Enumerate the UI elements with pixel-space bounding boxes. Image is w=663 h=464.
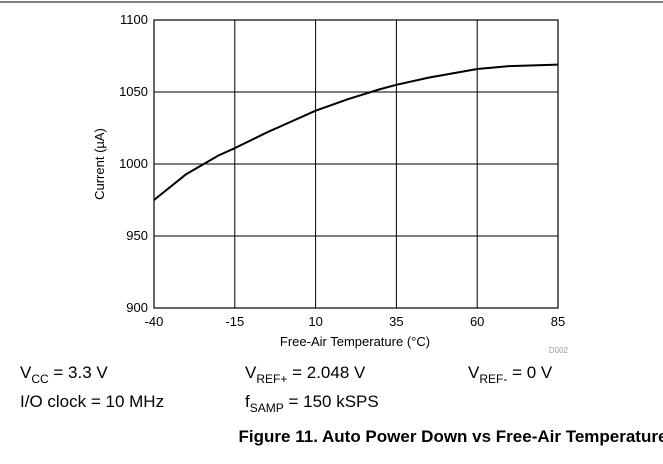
condition-main: V	[245, 363, 257, 382]
x-tick-label: 60	[470, 314, 484, 329]
figure-code: D002	[549, 346, 569, 355]
line-series	[153, 63, 559, 201]
caption: Figure 11. Auto Power Down vs Free-Air T…	[239, 427, 663, 446]
x-axis-label: Free-Air Temperature (°C)	[280, 334, 430, 349]
condition-sub: REF-	[479, 372, 507, 386]
y-tick-label: 900	[126, 300, 148, 315]
condition: VREF- = 0 V	[468, 363, 553, 386]
condition-main: f	[245, 392, 250, 411]
condition-rest: = 2.048 V	[287, 363, 366, 382]
x-tick-label: -15	[225, 314, 244, 329]
condition-rest: = 0 V	[507, 363, 553, 382]
condition-main: I/O clock = 10 MHz	[20, 392, 164, 411]
condition-main: V	[468, 363, 480, 382]
condition: fSAMP = 150 kSPS	[245, 392, 379, 415]
y-tick-label: 1100	[120, 12, 148, 27]
y-tick-label: 950	[126, 228, 148, 243]
x-tick-label: 85	[551, 314, 565, 329]
x-tick-label: 10	[308, 314, 322, 329]
condition: VREF+ = 2.048 V	[245, 363, 366, 386]
x-tick-label: -40	[145, 314, 164, 329]
y-axis-label: Current (µA)	[92, 128, 107, 200]
condition-sub: REF+	[256, 372, 287, 386]
x-tick-label: 35	[389, 314, 403, 329]
condition-sub: CC	[31, 372, 49, 386]
condition-rest: = 150 kSPS	[284, 392, 379, 411]
condition-sub: SAMP	[250, 401, 284, 415]
y-tick-label: 1050	[119, 84, 148, 99]
plot-frame	[153, 19, 559, 309]
condition: I/O clock = 10 MHz	[20, 392, 164, 411]
condition-main: V	[20, 363, 32, 382]
condition-rest: = 3.3 V	[49, 363, 109, 382]
y-tick-label: 1000	[119, 156, 148, 171]
condition: VCC = 3.3 V	[20, 363, 108, 386]
